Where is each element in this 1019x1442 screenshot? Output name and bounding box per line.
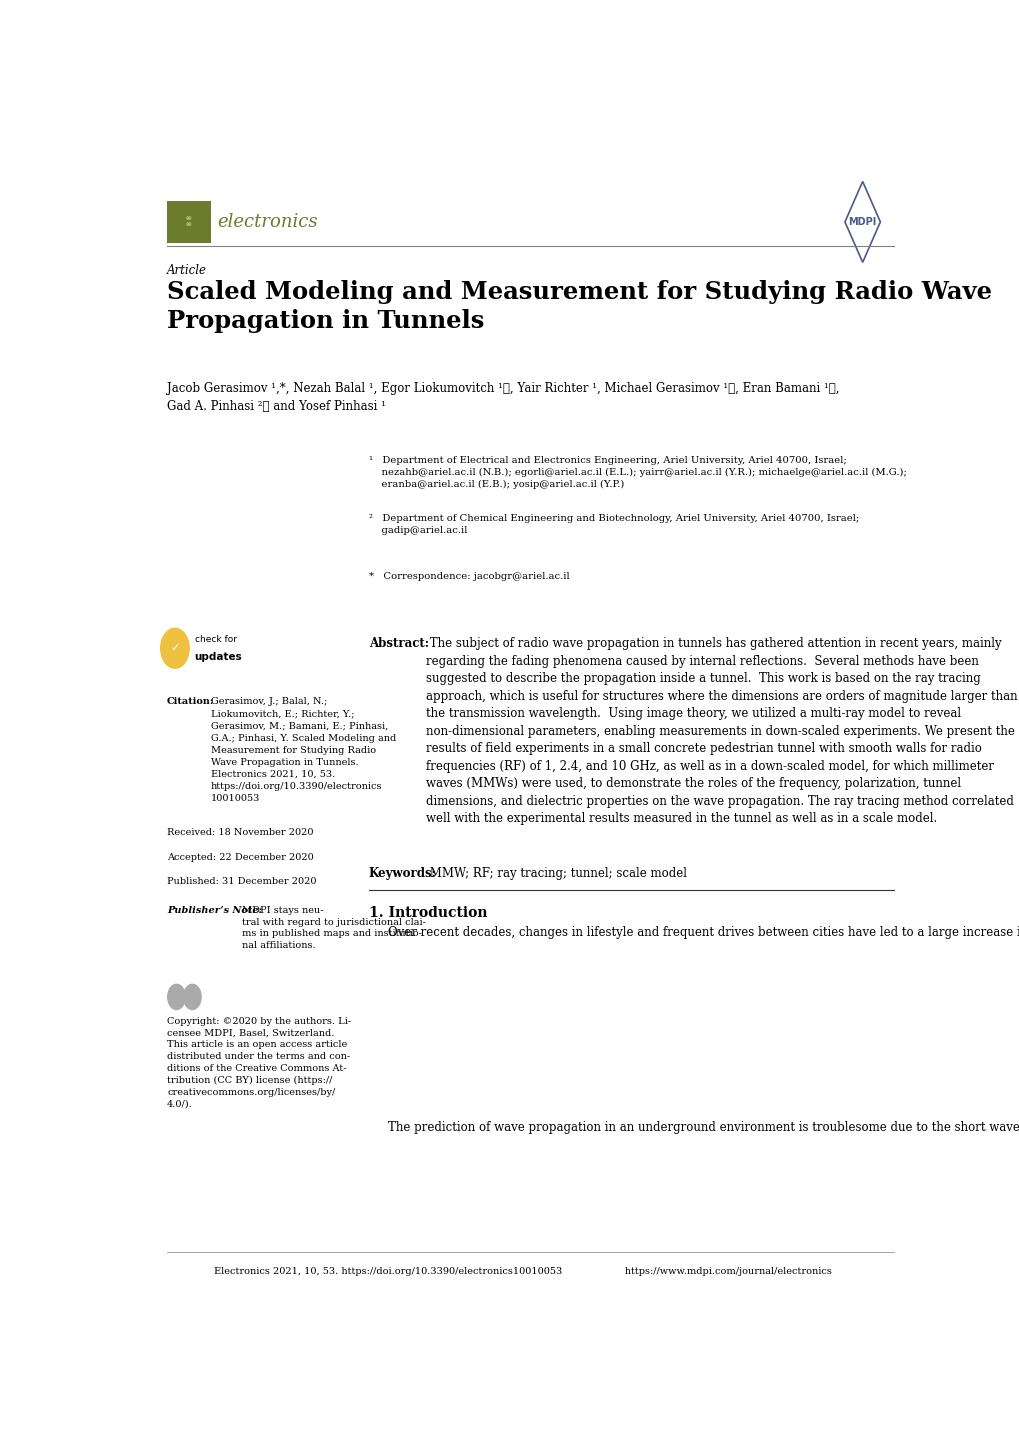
Text: The subject of radio wave propagation in tunnels has gathered attention in recen: The subject of radio wave propagation in… [425,637,1016,825]
Text: *   Correspondence: jacobgr@ariel.ac.il: * Correspondence: jacobgr@ariel.ac.il [368,571,569,581]
Text: Gerasimov, J.; Balal, N.;
Liokumovitch, E.; Richter, Y.;
Gerasimov, M.; Bamani, : Gerasimov, J.; Balal, N.; Liokumovitch, … [210,696,395,803]
Circle shape [167,983,185,1011]
Text: Article: Article [167,264,207,277]
Text: MDPI stays neu-
tral with regard to jurisdictional clai-
ms in published maps an: MDPI stays neu- tral with regard to juri… [242,906,426,950]
Text: Received: 18 November 2020: Received: 18 November 2020 [167,828,313,838]
Text: electronics: electronics [217,213,317,231]
Text: check for: check for [195,634,236,645]
Text: ✓: ✓ [170,643,179,653]
Text: Keywords:: Keywords: [368,867,436,880]
Text: Scaled Modeling and Measurement for Studying Radio Wave
Propagation in Tunnels: Scaled Modeling and Measurement for Stud… [167,280,991,333]
Text: ¹   Department of Electrical and Electronics Engineering, Ariel University, Arie: ¹ Department of Electrical and Electroni… [368,456,906,489]
Text: Accepted: 22 December 2020: Accepted: 22 December 2020 [167,852,314,861]
Text: Over recent decades, changes in lifestyle and frequent drives between cities hav: Over recent decades, changes in lifestyl… [388,926,1019,939]
Circle shape [182,983,202,1011]
Text: Copyright: ©2020 by the authors. Li-
censee MDPI, Basel, Switzerland.
This artic: Copyright: ©2020 by the authors. Li- cen… [167,1017,351,1109]
Text: 1. Introduction: 1. Introduction [368,906,487,920]
Text: Publisher’s Note:: Publisher’s Note: [167,906,262,914]
Text: MMW; RF; ray tracing; tunnel; scale model: MMW; RF; ray tracing; tunnel; scale mode… [425,867,686,880]
Text: Electronics 2021, 10, 53. https://doi.org/10.3390/electronics10010053           : Electronics 2021, 10, 53. https://doi.or… [214,1266,830,1276]
Text: cc: cc [172,992,181,1001]
Text: ⊕⊕
⊕⊕: ⊕⊕ ⊕⊕ [185,216,192,228]
Text: Abstract:: Abstract: [368,637,428,650]
Text: Citation:: Citation: [167,696,214,707]
Text: The prediction of wave propagation in an underground environment is troublesome : The prediction of wave propagation in an… [388,1122,1019,1135]
Text: Jacob Gerasimov ¹,*, Nezah Balal ¹, Egor Liokumovitch ¹ⓘ, Yair Richter ¹, Michae: Jacob Gerasimov ¹,*, Nezah Balal ¹, Egor… [167,382,839,412]
Text: Published: 31 December 2020: Published: 31 December 2020 [167,877,316,885]
FancyBboxPatch shape [167,200,210,244]
Text: ²   Department of Chemical Engineering and Biotechnology, Ariel University, Arie: ² Department of Chemical Engineering and… [368,513,858,535]
Text: updates: updates [195,652,243,662]
Circle shape [161,629,189,668]
Text: ○: ○ [189,992,196,1001]
Text: MDPI: MDPI [848,216,876,226]
